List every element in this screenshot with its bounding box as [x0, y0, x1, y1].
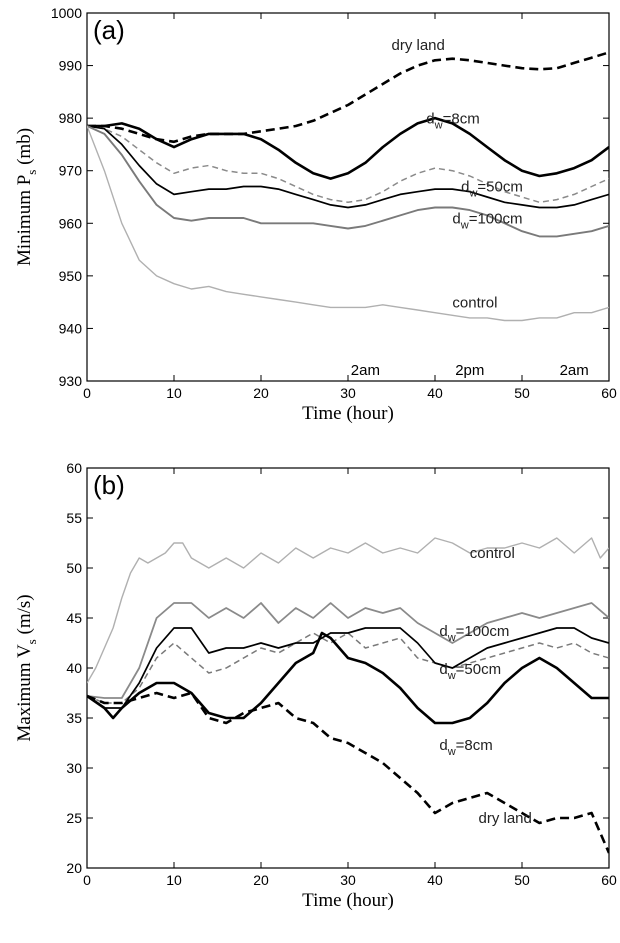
annotation-text: control: [470, 545, 515, 562]
series-group: [87, 51, 609, 322]
y-tick-label: 970: [59, 163, 83, 179]
annotation-text: d: [439, 623, 447, 640]
time-of-day-label: 2pm: [455, 362, 484, 379]
y-tick-label: 30: [66, 760, 82, 776]
y-tick-label: 35: [66, 710, 82, 726]
y-tick-label: 960: [59, 215, 83, 231]
y-tick-label: 940: [59, 320, 83, 336]
series-line-dw100-black: [87, 627, 609, 709]
panel-label: (b): [93, 470, 125, 500]
x-tick-label: 60: [601, 872, 617, 888]
series-line-dry-land: [87, 51, 609, 144]
annotation-sub: w: [447, 746, 456, 758]
y-axis-label-main: Maximum V: [14, 644, 35, 742]
annotation-sub: w: [468, 188, 477, 200]
annotation-text: d: [439, 737, 447, 754]
annotation-sub: w: [460, 219, 469, 231]
series-annotation-dry-land: dry land: [479, 810, 532, 827]
x-tick-label: 60: [601, 385, 617, 401]
plot-frame: [86, 467, 610, 869]
x-tick-label: 10: [166, 872, 182, 888]
annotation-text: d: [452, 210, 460, 227]
y-tick-label: 20: [66, 860, 82, 876]
series-annotation-dw50: dw=50cm: [439, 661, 501, 682]
annotation-text: dry land: [392, 37, 445, 54]
y-tick-label: 45: [66, 610, 82, 626]
time-of-day-label: 2am: [560, 362, 589, 379]
series-line-dw50: [87, 632, 609, 704]
y-axis-label: Minimum Ps (mb): [14, 128, 39, 266]
y-tick-label: 60: [66, 460, 82, 476]
x-tick-label: 30: [340, 872, 356, 888]
y-axis-label-unit: (m/s): [14, 594, 35, 639]
y-tick-label: 950: [59, 268, 83, 284]
series-annotation-dw100: dw=100cm: [452, 210, 522, 231]
series-annotation-control: control: [452, 294, 497, 311]
y-axis-label-main: Minimum P: [14, 175, 35, 266]
y-tick-label: 55: [66, 510, 82, 526]
y-tick-label: 50: [66, 560, 82, 576]
y-axis-label-sub: s: [24, 170, 39, 175]
x-tick-label: 0: [83, 385, 91, 401]
annotation-text: control: [452, 294, 497, 311]
annotation-rest: =100cm: [469, 210, 523, 227]
y-tick-label: 990: [59, 58, 83, 74]
chart-panel-a: 0 10 20 30 40 50 60 930 940 950 960 970 980 990 1000 Ti…: [14, 5, 617, 424]
x-tick-label: 50: [514, 872, 530, 888]
series-line-dw50: [87, 125, 609, 204]
panel-label: (a): [93, 15, 125, 45]
y-tick-label: 930: [59, 373, 83, 389]
series-line-dw8: [87, 116, 609, 180]
series-line-dw100: [87, 602, 609, 699]
series-annotation-dw8: dw=8cm: [439, 737, 492, 758]
y-tick-label: 40: [66, 660, 82, 676]
annotation-rest: =100cm: [456, 623, 510, 640]
annotation-text: dry land: [479, 810, 532, 827]
x-tick-label: 20: [253, 385, 269, 401]
x-tick-label: 10: [166, 385, 182, 401]
series-line-control: [87, 125, 609, 322]
annotation-rest: =8cm: [456, 737, 493, 754]
x-axis-label: Time (hour): [302, 890, 394, 911]
annotation-rest: =50cm: [477, 179, 522, 196]
annotation-text: d: [439, 661, 447, 678]
annotation-sub: w: [434, 119, 443, 131]
x-axis-label: Time (hour): [302, 403, 394, 424]
annotation-sub: w: [447, 670, 456, 682]
series-line-dw8: [87, 631, 609, 725]
y-axis-label-unit: (mb): [14, 128, 35, 170]
annotation-text: d: [461, 179, 469, 196]
series-group: [87, 537, 609, 854]
series-annotation-dw8: dw=8cm: [426, 110, 479, 131]
annotation-sub: w: [447, 632, 456, 644]
series-annotation-dw50: dw=50cm: [461, 179, 523, 200]
y-axis-label-sub: s: [24, 639, 39, 644]
plot-frame: [86, 12, 610, 382]
series-line-dw100: [87, 125, 609, 209]
x-tick-label: 20: [253, 872, 269, 888]
x-tick-label: 40: [427, 385, 443, 401]
series-line-dw100-gray: [87, 125, 609, 238]
annotation-text: d: [426, 110, 434, 127]
series-line-control: [87, 537, 609, 684]
series-annotation-dw100: dw=100cm: [439, 623, 509, 644]
y-tick-label: 25: [66, 810, 82, 826]
series-line-dry-land: [87, 691, 609, 854]
annotation-rest: =8cm: [443, 110, 480, 127]
chart-panel-b: 0 10 20 30 40 50 60 20 25 30 35 40 45 50 55 60 Time (hou…: [14, 460, 617, 911]
time-of-day-label: 2am: [351, 362, 380, 379]
y-axis-label: Maximum Vs (m/s): [14, 594, 39, 741]
series-annotation-control: control: [470, 545, 515, 562]
series-annotation-dry-land: dry land: [392, 37, 445, 54]
x-tick-label: 30: [340, 385, 356, 401]
annotation-rest: =50cm: [456, 661, 501, 678]
x-tick-label: 0: [83, 872, 91, 888]
x-tick-label: 40: [427, 872, 443, 888]
y-tick-label: 980: [59, 110, 83, 126]
y-tick-label: 1000: [51, 5, 82, 21]
x-tick-label: 50: [514, 385, 530, 401]
